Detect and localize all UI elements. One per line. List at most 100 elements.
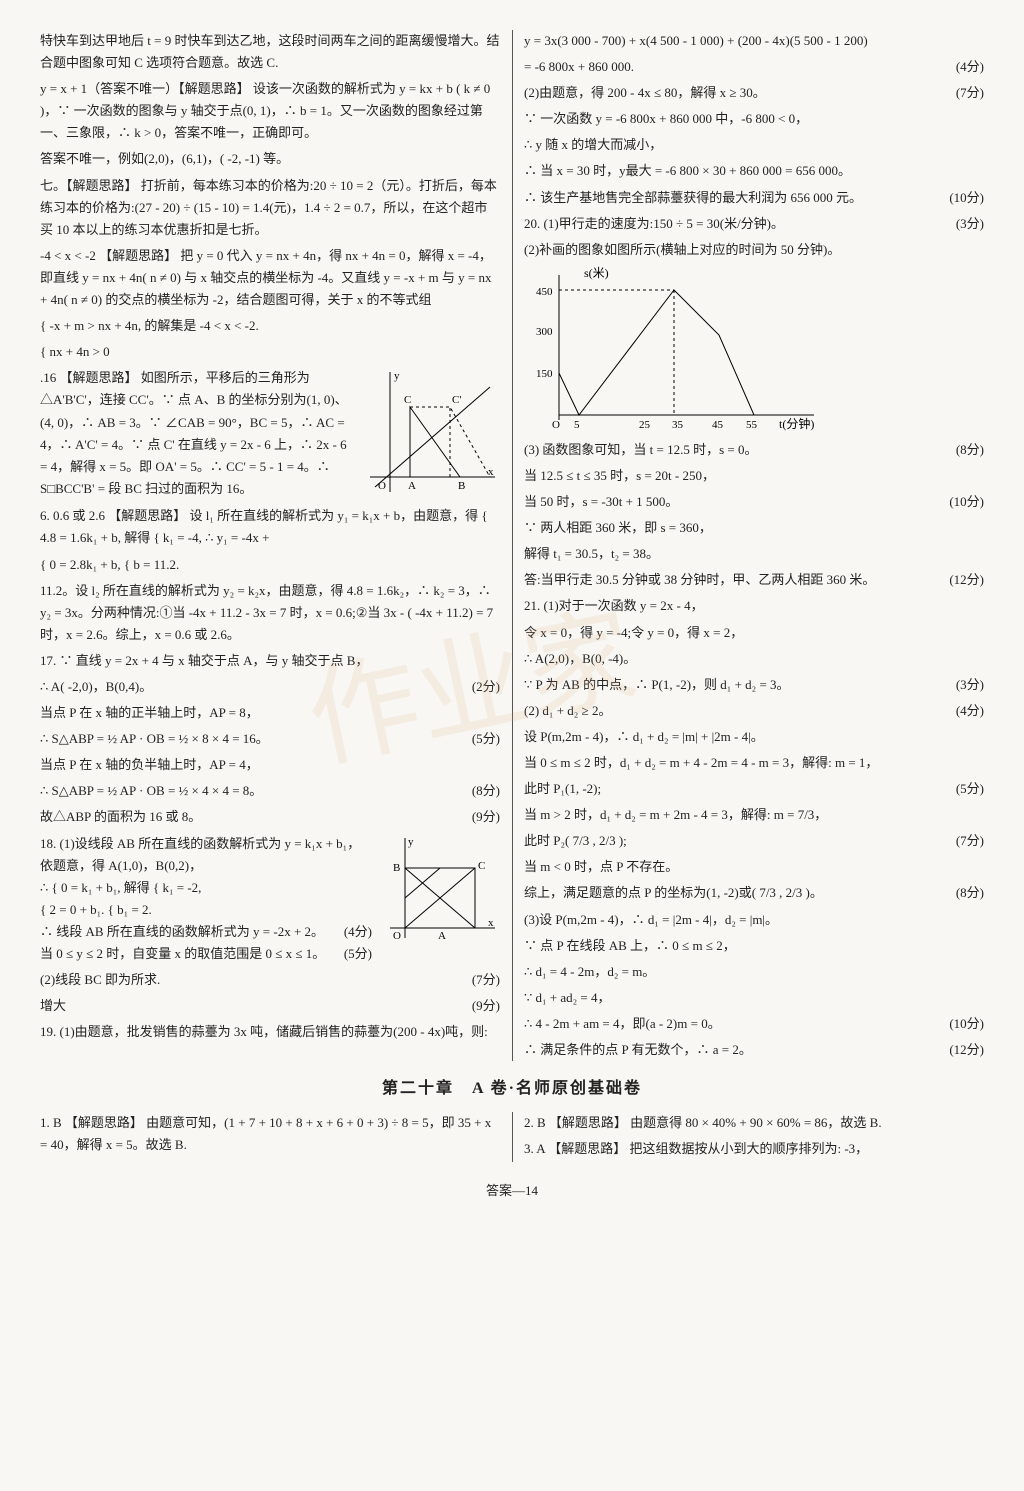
q19-1: 19. (1)由题意，批发销售的蒜薹为 3x 吨，储藏后销售的蒜薹为(200 -… [40, 1021, 500, 1043]
yt2: 150 [536, 368, 553, 380]
q19-7: ∴ 当 x = 30 时，y最大 = -6 800 × 30 + 860 000… [524, 160, 984, 182]
label-b: B [393, 862, 400, 874]
score: (10分) [949, 1013, 984, 1035]
xlabel: t(分钟) [779, 416, 814, 431]
label-a: A [438, 930, 446, 942]
xt1: 5 [574, 419, 580, 431]
q21-2: 令 x = 0，得 y = -4;令 y = 0，得 x = 2， [524, 622, 984, 644]
xt5: 55 [746, 419, 758, 431]
t: 当 50 时，s = -30t + 1 500。 [524, 494, 678, 509]
q21-8: 此时 P₁(1, -2);(5分) [524, 778, 984, 800]
t: ∴ S△ABP = ½ AP · OB = ½ × 4 × 4 = 8。 [40, 783, 262, 798]
q19-6: ∴ y 随 x 的增大而减小， [524, 134, 984, 156]
score: (12分) [949, 1039, 984, 1061]
q21-6: 设 P(m,2m - 4)，∴ d₁ + d₂ = |m| + |2m - 4|… [524, 726, 984, 748]
t: 此时 P₂( 7/3 , 2/3 ); [524, 833, 627, 848]
q21-15: ∴ d₁ = 4 - 2m，d₂ = m。 [524, 961, 984, 983]
score: (8分) [956, 439, 984, 461]
q21-7: 当 0 ≤ m ≤ 2 时，d₁ + d₂ = m + 4 - 2m = 4 -… [524, 752, 984, 774]
t: ∴ A( -2,0)，B(0,4)。 [40, 679, 152, 694]
ylabel: s(米) [584, 266, 609, 280]
q19-3: = -6 800x + 860 000. (4分) [524, 56, 984, 78]
q19-4: (2)由题意，得 200 - 4x ≤ 80，解得 x ≥ 30。(7分) [524, 82, 984, 104]
t: ∴ 4 - 2m + am = 4，即(a - 2)m = 0。 [524, 1016, 721, 1031]
t: 增大 [40, 998, 66, 1013]
text: 特快车到达甲地后 t = 9 时快车到达乙地，这段时间两车之间的距离缓慢增大。结… [40, 33, 499, 70]
label-c: C [404, 394, 411, 406]
score: (9分) [472, 806, 500, 828]
q21-17: ∴ 4 - 2m + am = 4，即(a - 2)m = 0。 (10分) [524, 1013, 984, 1035]
label-c: C [478, 860, 485, 872]
q21-10: 此时 P₂( 7/3 , 2/3 ); (7分) [524, 830, 984, 852]
t: ∴ S△ABP = ½ AP · OB = ½ × 8 × 4 = 16。 [40, 731, 269, 746]
yt0: 450 [536, 286, 553, 298]
page-columns: 特快车到达甲地后 t = 9 时快车到达乙地，这段时间两车之间的距离缓慢增大。结… [40, 30, 984, 1061]
score: (4分) [956, 700, 984, 722]
score: (9分) [472, 995, 500, 1017]
q16-text: .16 【解题思路】 如图所示，平移后的三角形为△A'B'C'，连接 CC'。∵… [40, 370, 348, 495]
score: (8分) [956, 882, 984, 904]
label-o: O [393, 930, 401, 942]
t: 答:当甲行走 30.5 分钟或 38 分钟时，甲、乙两人相距 360 米。 [524, 572, 875, 587]
t: 20. (1)甲行走的速度为:150 ÷ 5 = 30(米/分钟)。 [524, 216, 784, 231]
svg-text:y: y [394, 370, 400, 382]
label-b: B [458, 480, 465, 492]
score: (4分) [956, 56, 984, 78]
score: (10分) [949, 187, 984, 209]
q20-graph: s(米) t(分钟) 450 300 150 O 5 25 35 45 55 (… [524, 265, 984, 435]
chapter-title: 第二十章 A 卷·名师原创基础卷 [40, 1075, 984, 1102]
q21-12: 综上，满足题意的点 P 的坐标为(1, -2)或( 7/3 , 2/3 )。(8… [524, 882, 984, 904]
q20-1: 20. (1)甲行走的速度为:150 ÷ 5 = 30(米/分钟)。(3分) [524, 213, 984, 235]
svg-text:y: y [408, 836, 414, 848]
left-p3: 答案不唯一，例如(2,0)，(6,1)，( -2, -1) 等。 [40, 148, 500, 170]
xt3: 35 [672, 419, 684, 431]
score: (5分) [956, 778, 984, 800]
left-p5: -4 < x < -2 【解题思路】 把 y = 0 代入 y = nx + 4… [40, 245, 500, 311]
t: ∵ P 为 AB 的中点，∴ P(1, -2)，则 d₁ + d₂ = 3。 [524, 677, 790, 692]
left-p2: y = x + 1（答案不唯一）【解题思路】 设该一次函数的解析式为 y = k… [40, 78, 500, 144]
score: (7分) [956, 830, 984, 852]
xt2: 25 [639, 419, 651, 431]
q6a: 6. 0.6 或 2.6 【解题思路】 设 l₁ 所在直线的解析式为 y₁ = … [40, 505, 500, 549]
q21-18: ∴ 满足条件的点 P 有无数个，∴ a = 2。(12分) [524, 1039, 984, 1061]
b2: 2. B 【解题思路】 由题意得 80 × 40% + 90 × 60% = 8… [524, 1112, 984, 1134]
q17-1: 17. ∵ 直线 y = 2x + 4 与 x 轴交于点 A，与 y 轴交于点 … [40, 650, 500, 672]
t: 故△ABP 的面积为 16 或 8。 [40, 809, 201, 824]
left-p5b: { -x + m > nx + 4n, 的解集是 -4 < x < -2. [40, 315, 500, 337]
q17-3: 当点 P 在 x 轴的正半轴上时，AP = 8， [40, 702, 500, 724]
label-a: A [408, 480, 416, 492]
xt4: 45 [712, 419, 724, 431]
score: (12分) [949, 569, 984, 591]
svg-text:x: x [488, 917, 494, 929]
q21-1: 21. (1)对于一次函数 y = 2x - 4， [524, 595, 984, 617]
score: (4分) [344, 921, 372, 943]
t: (2)线段 BC 即为所求. [40, 972, 160, 987]
svg-text:x: x [488, 466, 494, 478]
t: (2) d₁ + d₂ ≥ 2。 [524, 703, 611, 718]
left-p1: 特快车到达甲地后 t = 9 时快车到达乙地，这段时间两车之间的距离缓慢增大。结… [40, 30, 500, 74]
left-p5c: { nx + 4n > 0 [40, 341, 500, 363]
q21-3: ∴ A(2,0)，B(0, -4)。 [524, 648, 984, 670]
score: (2分) [472, 676, 500, 698]
q17-6: ∴ S△ABP = ½ AP · OB = ½ × 4 × 4 = 8。 (8分) [40, 780, 500, 802]
q16-figure: O A B C C' y x [360, 367, 500, 497]
q21-16: ∵ d₁ + ad₂ = 4， [524, 987, 984, 1009]
score: (8分) [472, 780, 500, 802]
t: = -6 800x + 860 000. [524, 59, 634, 74]
q20-4: 当 12.5 ≤ t ≤ 35 时，s = 20t - 250， [524, 465, 984, 487]
score: (7分) [472, 969, 500, 991]
label-c2: C' [452, 394, 461, 406]
q19-2: y = 3x(3 000 - 700) + x(4 500 - 1 000) +… [524, 30, 984, 52]
b1: 1. B 【解题思路】 由题意可知，(1 + 7 + 10 + 8 + x + … [40, 1112, 500, 1156]
t: 当 0 ≤ y ≤ 2 时，自变量 x 的取值范围是 0 ≤ x ≤ 1。 [40, 946, 325, 961]
r2: 增大 (9分) [40, 995, 500, 1017]
score: (5分) [344, 943, 372, 965]
q21-13: (3)设 P(m,2m - 4)，∴ d₁ = |2m - 4|，d₂ = |m… [524, 909, 984, 931]
score: (7分) [956, 82, 984, 104]
q17-7: 故△ABP 的面积为 16 或 8。 (9分) [40, 806, 500, 828]
q18-figure: O A B C y x [380, 833, 500, 943]
left-p4: 七。【解题思路】 打折前，每本练习本的价格为:20 ÷ 10 = 2（元）。打折… [40, 175, 500, 241]
q6b: { 0 = 2.8k₁ + b, { b = 11.2. [40, 554, 500, 576]
q20-3: (3) 函数图象可知，当 t = 12.5 时，s = 0。 [524, 439, 984, 461]
q20-figure: s(米) t(分钟) 450 300 150 O 5 25 35 45 55 [524, 265, 824, 435]
